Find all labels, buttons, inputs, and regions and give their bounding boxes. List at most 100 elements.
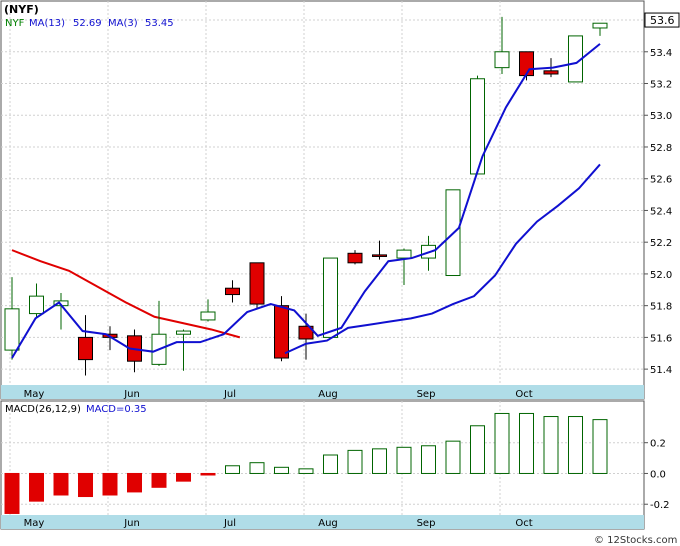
- candle-body: [396, 249, 412, 259]
- price-x-label: Sep: [417, 389, 436, 400]
- price-x-label: May: [24, 389, 45, 400]
- legend-symbol: NYF: [5, 18, 25, 29]
- last-price-tag: 53.6: [644, 12, 680, 28]
- watermark: © 12Stocks.com: [594, 535, 677, 546]
- price-tick-label: 52.4: [650, 206, 672, 217]
- macd-bar: [53, 472, 69, 496]
- candle-body: [249, 262, 265, 305]
- macd-value-label: MACD=0.35: [86, 404, 147, 415]
- macd-x-label: Aug: [318, 518, 338, 529]
- macd-bar: [592, 419, 608, 474]
- price-tick-label: 52.8: [650, 143, 672, 154]
- macd-bar: [4, 472, 20, 514]
- candle: [396, 248, 412, 286]
- candle: [249, 262, 265, 309]
- price-tick-label: 52.0: [650, 270, 672, 281]
- price-legend: (NYF) NYF MA(13) 52.69 MA(3) 53.45: [4, 3, 174, 29]
- macd-bar: [396, 446, 412, 474]
- macd-bar: [274, 466, 289, 474]
- candle-body: [323, 257, 338, 338]
- candle-body: [4, 308, 20, 351]
- ma13-line-layer: [284, 163, 601, 355]
- macd-tick-label: -0.2: [650, 500, 670, 511]
- price-tick-label: 51.4: [650, 365, 672, 376]
- macd-x-label: Jun: [123, 518, 140, 529]
- macd-bar: [494, 412, 510, 474]
- candle-body: [225, 287, 240, 296]
- candles-layer: [4, 16, 608, 376]
- macd-panel: 0.2 0.0 -0.2 May Jun Jul Aug Sep Oct MACD(26,12…: [0, 400, 670, 530]
- macd-bar: [298, 468, 314, 474]
- candle: [78, 315, 93, 376]
- price-tick-label: 53.4: [650, 48, 672, 59]
- macd-bar: [200, 472, 216, 476]
- candle: [592, 22, 608, 36]
- chart-title: (NYF): [4, 3, 39, 16]
- ma-red-line: [11, 249, 241, 339]
- ma3-line-layer: [11, 43, 601, 359]
- macd-title: MACD(26,12,9): [5, 404, 81, 415]
- candle: [298, 313, 314, 360]
- candle: [176, 329, 191, 371]
- price-tick-label: 53.0: [650, 111, 672, 122]
- macd-bar: [127, 472, 142, 493]
- macd-tick-label: 0.0: [650, 469, 666, 480]
- candle-body: [298, 325, 314, 340]
- macd-bar: [176, 472, 191, 482]
- ma-red-line-layer: [11, 249, 241, 339]
- last-price-box: [644, 12, 680, 28]
- candle: [200, 299, 216, 322]
- legend-ma3-value: 53.45: [145, 18, 174, 29]
- candle-body: [29, 295, 44, 315]
- price-tick-label: 52.2: [650, 238, 672, 249]
- macd-x-labels: May Jun Jul Aug Sep Oct: [24, 518, 533, 529]
- candle-body: [78, 336, 93, 361]
- macd-bar: [323, 454, 338, 474]
- last-price-label: 53.6: [650, 14, 675, 27]
- legend-ma3-label: MA(3): [108, 18, 138, 29]
- price-tick-label: 52.6: [650, 175, 672, 186]
- macd-bar: [249, 462, 265, 474]
- candle: [519, 51, 534, 81]
- candle: [494, 16, 510, 74]
- price-x-label: Oct: [515, 389, 532, 400]
- price-x-labels: May Jun Jul Aug Sep Oct: [24, 389, 533, 400]
- candle-body: [592, 22, 608, 29]
- macd-bars-layer: [4, 412, 608, 514]
- candle-body: [372, 254, 387, 257]
- macd-x-label: Sep: [417, 518, 436, 529]
- macd-x-axis-band: [1, 515, 644, 529]
- macd-bar: [470, 425, 485, 474]
- legend-ma13-label: MA(13): [29, 18, 65, 29]
- price-x-label: Jun: [123, 389, 140, 400]
- ma13-line: [284, 163, 601, 355]
- price-grid: [1, 1, 644, 385]
- macd-bar: [102, 472, 118, 496]
- price-x-label: Aug: [318, 389, 338, 400]
- price-tick-label: 51.8: [650, 302, 672, 313]
- candle: [372, 240, 387, 260]
- macd-bar: [519, 412, 534, 474]
- macd-x-label: Jul: [223, 518, 236, 529]
- macd-x-label: Oct: [515, 518, 532, 529]
- ma3-line: [11, 43, 601, 359]
- candle: [347, 250, 363, 265]
- candle-body: [176, 330, 191, 335]
- legend-ma13-value: 52.69: [73, 18, 102, 29]
- macd-bar: [445, 440, 461, 474]
- candle-body: [200, 311, 216, 321]
- price-y-ticks: 53.6 53.4 53.2 53.0 52.8 52.6 52.4 52.2 52.0 51.8…: [644, 16, 672, 376]
- price-plot-frame: [0, 0, 645, 400]
- macd-y-ticks: 0.2 0.0 -0.2: [644, 439, 670, 511]
- macd-x-label: May: [24, 518, 45, 529]
- price-tick-label: 51.6: [650, 333, 672, 344]
- candle: [225, 280, 240, 303]
- candle-body: [543, 70, 559, 75]
- candle-body: [494, 51, 510, 69]
- macd-bar: [421, 445, 436, 474]
- macd-tick-label: 0.2: [650, 439, 666, 450]
- candle: [4, 277, 20, 360]
- macd-bar: [225, 465, 240, 474]
- candle-body: [274, 305, 289, 359]
